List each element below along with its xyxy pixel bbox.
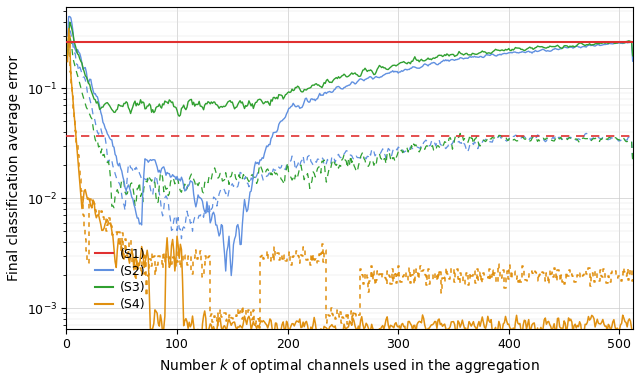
X-axis label: Number $k$ of optimal channels used in the aggregation: Number $k$ of optimal channels used in t… (159, 357, 540, 375)
Y-axis label: Final classification average error: Final classification average error (7, 55, 21, 281)
Legend: (S1), (S2), (S3), (S4): (S1), (S2), (S3), (S4) (90, 243, 150, 316)
